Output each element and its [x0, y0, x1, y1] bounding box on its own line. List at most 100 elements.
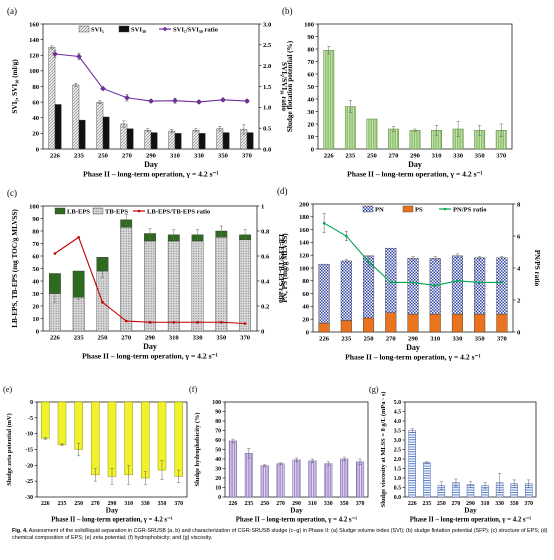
bar-orange [385, 312, 397, 333]
x-axis-subtitle: Phase II – long-term operation, γ = 4.2 … [51, 516, 172, 523]
legend-label: PN/PS ratio [453, 206, 487, 213]
chart-panel-e: (e) 0 -5 -10 -15 -20 -25 -30 226 235 250 270 290 310 3… [3, 385, 188, 523]
error-bar [43, 437, 47, 440]
bar [356, 461, 365, 498]
x-tick-label: 270 [388, 153, 399, 160]
x-tick-label: 250 [364, 336, 375, 343]
y-tick-label: -5 [28, 416, 33, 422]
x-tick-label: 350 [218, 153, 229, 160]
x-tick-label: 290 [108, 501, 117, 507]
x-tick-label: 290 [466, 501, 475, 507]
x-tick-label: 290 [145, 335, 156, 342]
bar [141, 401, 150, 479]
x-axis-subtitle: Phase II – long-term operation, γ = 4.2 … [345, 353, 481, 362]
y-tick-label: 20 [32, 303, 39, 310]
legend-label: SVI₃₀ [131, 26, 146, 33]
bar-blue-check [385, 247, 397, 314]
x-tick-label: 250 [74, 501, 83, 507]
y-tick-label: 60 [302, 291, 309, 298]
x-tick-label: 310 [481, 501, 490, 507]
error-bar [195, 229, 200, 240]
y-right-tick-label: 0.4 [261, 278, 270, 285]
x-tick-label: 330 [452, 336, 463, 343]
x-axis-subtitle: Phase II – long-term operation, γ = 4.2 … [82, 352, 218, 361]
x-tick-label: 270 [122, 153, 133, 160]
series-line [54, 53, 248, 103]
series-point [367, 260, 370, 263]
y-tick-label: 2.0 [394, 457, 401, 463]
x-tick-label: 350 [340, 501, 349, 507]
bar-hatch-dots [239, 239, 252, 332]
y-tick-label: 4.5 [394, 410, 401, 416]
y-tick-label: 90 [215, 410, 221, 416]
series-point [172, 320, 176, 324]
y-tick-label: 4.0 [394, 419, 401, 425]
y-tick-label: 10 [32, 316, 39, 323]
x-tick-label: 330 [141, 501, 150, 507]
y-right-tick-label: 0 [261, 328, 265, 335]
error-bar [391, 126, 396, 132]
x-tick-label: 350 [475, 336, 486, 343]
legend-marker [443, 207, 447, 211]
caption-text: Assessment of the solid/liquid separatio… [12, 528, 548, 542]
series-point [243, 322, 247, 325]
y-tick-label: 0.5 [394, 486, 401, 492]
error-bar [413, 128, 417, 132]
bar [57, 401, 67, 445]
x-axis-subtitle: Phase II – long-term operation, γ = 4.2 … [83, 170, 219, 179]
series-point [172, 97, 178, 104]
x-tick-label: 310 [430, 336, 441, 343]
y-tick-label: 2.5 [394, 448, 401, 454]
x-axis-title: Day [143, 342, 157, 351]
y-tick-label: 80 [307, 46, 314, 53]
series-point [76, 53, 82, 60]
error-bar [231, 438, 235, 444]
error-bar [434, 125, 439, 136]
legend-marker [162, 26, 168, 32]
x-axis-title: Day [290, 507, 303, 515]
error-bar [263, 464, 267, 467]
bar-black [126, 128, 134, 150]
bar-hatch-dots [120, 227, 133, 332]
bar [423, 462, 431, 498]
y-tick-label: 50 [215, 448, 221, 454]
chart-panel-c: (c) 0 10 20 30 40 50 60 70 80 90 100 0 0.2 0.4 0.6 0.8 1 2… [7, 188, 285, 361]
bar-orange [429, 313, 441, 333]
y-tick-label: 1.0 [394, 476, 401, 482]
error-bar [498, 473, 502, 493]
panel-label: (e) [3, 385, 12, 394]
bar-orange [363, 317, 375, 333]
y-tick-label: 30 [215, 467, 221, 473]
series-point [220, 97, 226, 103]
error-bar [194, 128, 198, 133]
legend-swatch [118, 25, 130, 33]
x-tick-label: 235 [422, 501, 431, 507]
y-tick-label: 0 [218, 495, 221, 501]
y-tick-label: 200 [299, 201, 310, 208]
x-tick-label: 235 [341, 336, 352, 343]
y-right-tick-label: 1.5 [263, 84, 272, 91]
y-right-tick-label: 0.2 [261, 303, 270, 310]
error-bar [170, 129, 174, 133]
error-bar [50, 45, 54, 50]
legend-label: SVI₅ [91, 26, 104, 33]
y-tick-label: 30 [307, 109, 314, 116]
x-tick-label: 226 [324, 153, 335, 160]
x-tick-label: 226 [229, 501, 238, 507]
x-tick-label: 250 [98, 153, 109, 160]
y-tick-label: -20 [25, 463, 33, 469]
y-right-tick-label: 0.8 [261, 228, 270, 235]
y-tick-label: 3.5 [394, 429, 401, 435]
x-tick-label: 370 [174, 501, 183, 507]
x-tick-label: 270 [121, 335, 132, 342]
bar-darkgreen [96, 257, 109, 272]
series-point [52, 51, 58, 57]
x-axis-subtitle: Phase II – long-term operation, γ = 4.2 … [236, 516, 357, 523]
y-tick-label: 100 [304, 21, 315, 28]
legend-label: PN [375, 206, 384, 213]
x-tick-label: 350 [158, 501, 167, 507]
y-tick-label: 160 [299, 227, 310, 234]
y-tick-label: 0 [311, 146, 315, 153]
legend-label: PS [415, 206, 423, 213]
bar-hatch-dots [167, 240, 180, 332]
